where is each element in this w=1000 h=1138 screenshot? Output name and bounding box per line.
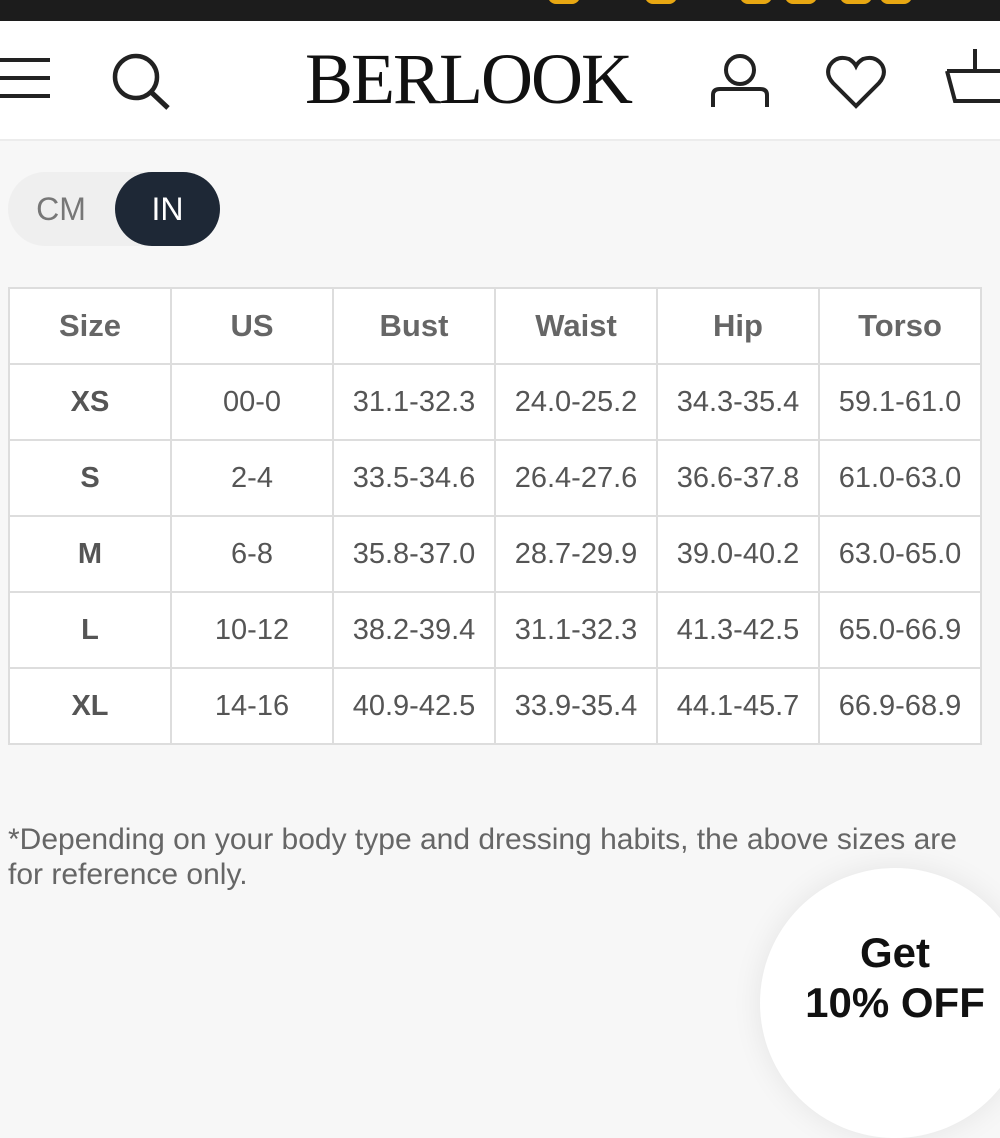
table-cell: 33.5-34.6: [332, 439, 496, 517]
table-cell: 26.4-27.6: [494, 439, 658, 517]
banner-dot: [740, 0, 772, 4]
table-cell: 2-4: [170, 439, 334, 517]
unit-cm-option[interactable]: CM: [36, 191, 86, 227]
brand-logo[interactable]: BERLOOK: [305, 39, 633, 119]
table-cell: 65.0-66.9: [818, 591, 982, 669]
table-cell: 33.9-35.4: [494, 667, 658, 745]
table-cell: 00-0: [170, 363, 334, 441]
table-cell: 34.3-35.4: [656, 363, 820, 441]
header-torso: Torso: [818, 287, 982, 365]
promo-line-2: 10% OFF: [805, 979, 985, 1026]
table-cell: 59.1-61.0: [818, 363, 982, 441]
table-cell: M: [8, 515, 172, 593]
table-cell: 39.0-40.2: [656, 515, 820, 593]
table-cell: 31.1-32.3: [494, 591, 658, 669]
top-banner: [0, 0, 1000, 21]
table-row: L 10-12 38.2-39.4 31.1-32.3 41.3-42.5 65.0-66…: [8, 591, 982, 669]
banner-dot: [548, 0, 580, 4]
table-cell: 6-8: [170, 515, 334, 593]
promo-line-1: Get: [859, 929, 930, 976]
table-cell: 35.8-37.0: [332, 515, 496, 593]
table-cell: S: [8, 439, 172, 517]
account-icon[interactable]: [710, 51, 770, 111]
unit-toggle[interactable]: CM IN: [8, 172, 220, 246]
cart-basket-icon[interactable]: [945, 49, 1000, 109]
table-cell: XS: [8, 363, 172, 441]
table-cell: 40.9-42.5: [332, 667, 496, 745]
size-note: *Depending on your body type and dressin…: [8, 823, 957, 891]
banner-dot: [785, 0, 817, 4]
header-waist: Waist: [494, 287, 658, 365]
table-cell: 28.7-29.9: [494, 515, 658, 593]
table-row: S 2-4 33.5-34.6 26.4-27.6 36.6-37.8 61.0-63.0: [8, 439, 982, 517]
table-cell: 31.1-32.3: [332, 363, 496, 441]
header-size: Size: [8, 287, 172, 365]
table-cell: 63.0-65.0: [818, 515, 982, 593]
table-row: XL 14-16 40.9-42.5 33.9-35.4 44.1-45.7 66.9-6…: [8, 667, 982, 745]
table-cell: 10-12: [170, 591, 334, 669]
table-cell: 44.1-45.7: [656, 667, 820, 745]
table-row: XS 00-0 31.1-32.3 24.0-25.2 34.3-35.4 59.1-61…: [8, 363, 982, 441]
table-header-row: Size US Bust Waist Hip Torso: [8, 287, 982, 365]
table-cell: 36.6-37.8: [656, 439, 820, 517]
wishlist-heart-icon[interactable]: [825, 54, 887, 109]
unit-in-option[interactable]: IN: [115, 172, 220, 246]
banner-dot: [840, 0, 872, 4]
search-icon[interactable]: [110, 51, 174, 111]
header-bust: Bust: [332, 287, 496, 365]
size-chart-table: Size US Bust Waist Hip Torso XS 00-0 31.1-…: [8, 287, 982, 745]
discount-popup-button[interactable]: Get 10% OFF: [760, 868, 1000, 1138]
table-cell: 14-16: [170, 667, 334, 745]
table-cell: 61.0-63.0: [818, 439, 982, 517]
table-cell: 66.9-68.9: [818, 667, 982, 745]
table-cell: XL: [8, 667, 172, 745]
site-header: BERLOOK: [0, 21, 1000, 141]
header-us: US: [170, 287, 334, 365]
menu-icon[interactable]: [0, 56, 52, 100]
table-cell: 24.0-25.2: [494, 363, 658, 441]
table-row: M 6-8 35.8-37.0 28.7-29.9 39.0-40.2 63.0-65.0: [8, 515, 982, 593]
table-cell: 41.3-42.5: [656, 591, 820, 669]
table-cell: 38.2-39.4: [332, 591, 496, 669]
header-hip: Hip: [656, 287, 820, 365]
banner-dot: [880, 0, 912, 4]
table-cell: L: [8, 591, 172, 669]
banner-dot: [645, 0, 677, 4]
